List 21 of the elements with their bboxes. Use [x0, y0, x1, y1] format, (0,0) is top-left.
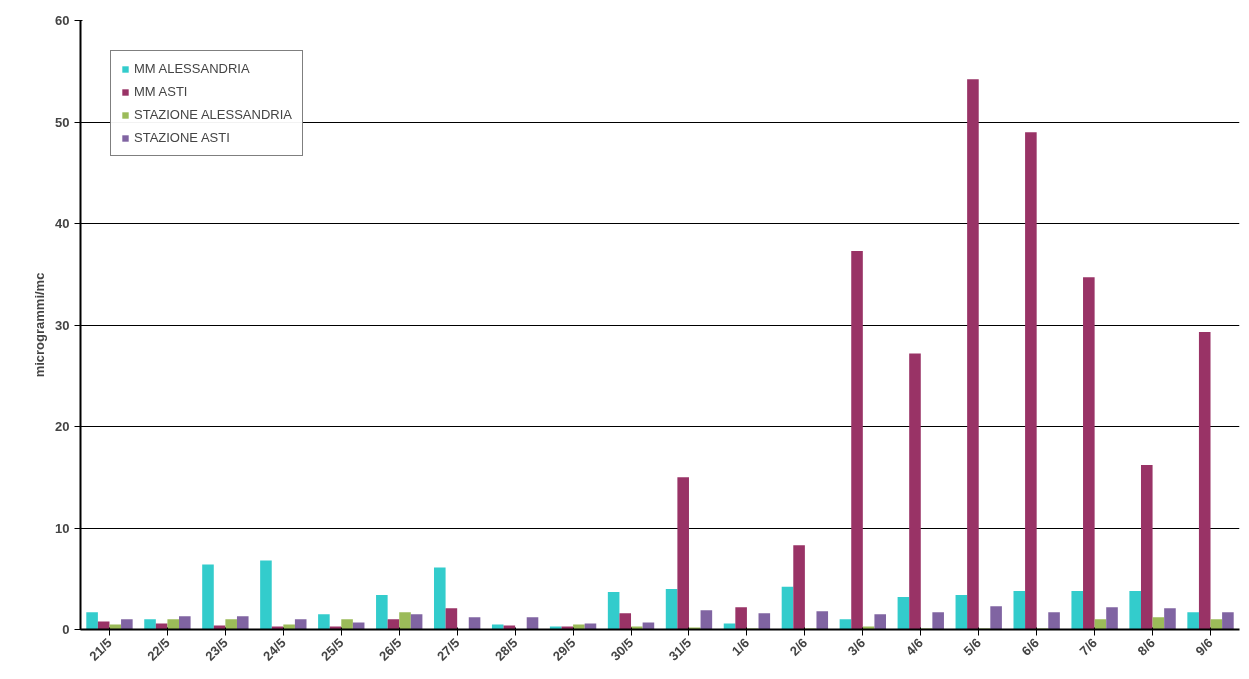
x-tick-label: 3/6: [844, 635, 869, 659]
y-tick-label: 0: [62, 622, 70, 637]
legend-label: STAZIONE ASTI: [134, 130, 230, 145]
y-tick-label: 30: [55, 317, 70, 333]
x-tick-label: 6/6: [1018, 635, 1042, 659]
y-tick-label: 60: [55, 13, 70, 28]
y-axis-title: microgrammi/mc: [32, 272, 48, 378]
y-tick-label: 20: [55, 419, 70, 434]
x-tick-label: 7/6: [1076, 635, 1100, 659]
legend-label: MM ALESSANDRIA: [134, 61, 250, 76]
x-tick-label: 9/6: [1192, 635, 1216, 659]
x-tick-label: 8/6: [1134, 635, 1158, 659]
y-tick-label: 40: [55, 216, 70, 231]
x-tick-label: 5/6: [960, 635, 985, 659]
x-tick-label: 4/6: [902, 635, 927, 659]
y-tick-label: 10: [55, 520, 70, 536]
x-tick-label: 1/6: [728, 635, 753, 659]
legend-label: STAZIONE ALESSANDRIA: [134, 107, 292, 122]
x-tick-label: 2/6: [786, 635, 811, 659]
y-tick-label: 50: [55, 114, 70, 130]
legend-label: MM ASTI: [134, 84, 188, 99]
